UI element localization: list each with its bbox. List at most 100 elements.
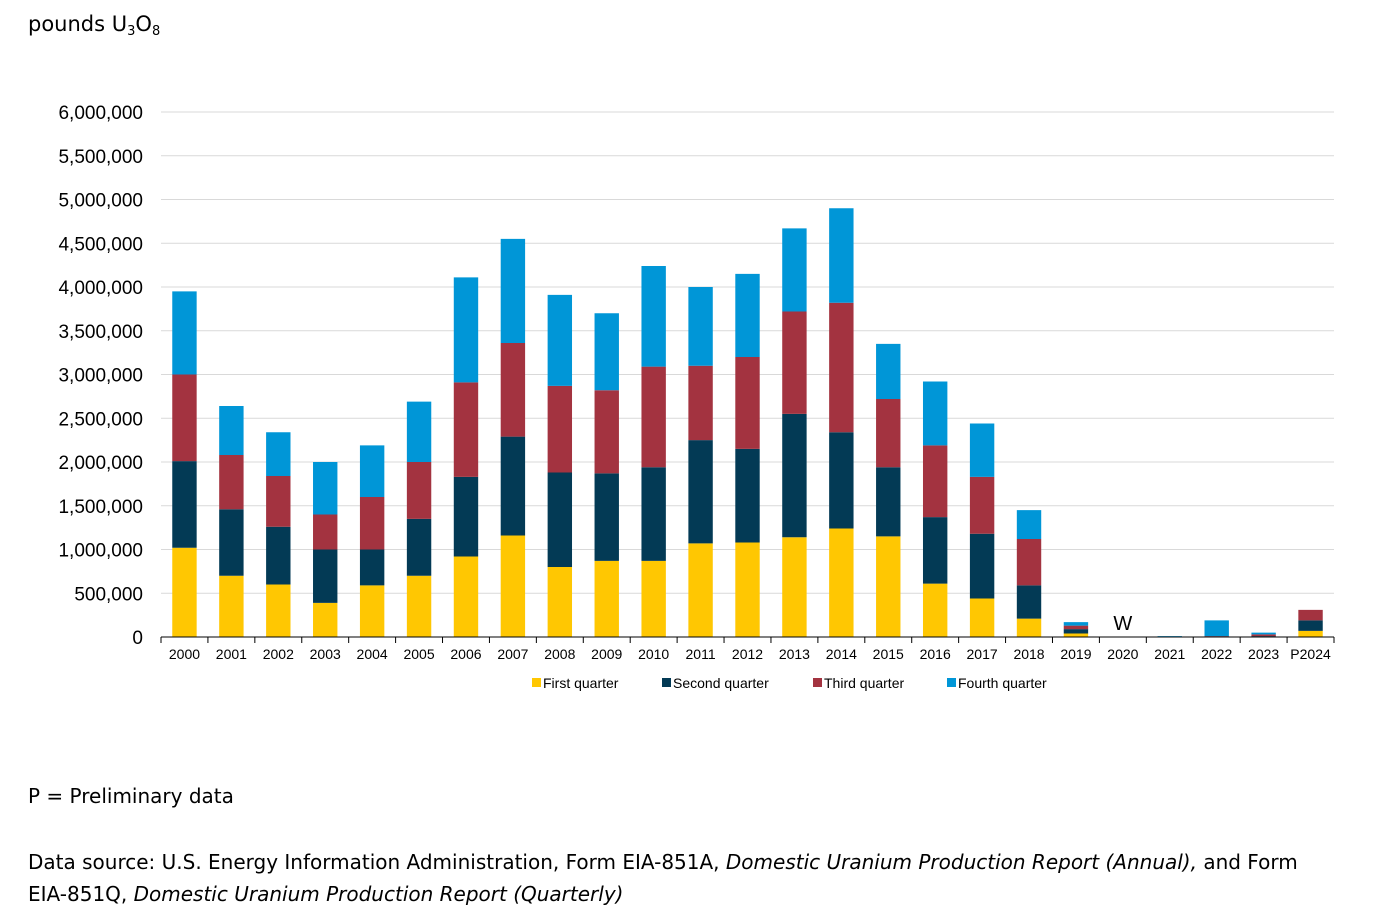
bar-segment (594, 390, 619, 474)
x-tick-label: 2010 (638, 646, 669, 662)
withheld-annotation: W (1113, 613, 1132, 635)
x-tick-label: 2014 (826, 646, 857, 662)
bar-segment (688, 543, 713, 637)
preliminary-note: P = Preliminary data (28, 784, 234, 808)
y-tick-label: 3,500,000 (58, 322, 143, 343)
bar-segment (500, 436, 526, 536)
x-tick-label: 2023 (1248, 646, 1279, 662)
bar-segment (876, 536, 901, 637)
bar-segment (266, 526, 291, 585)
bar-segment (594, 560, 619, 637)
x-tick-label: 2013 (779, 646, 810, 662)
bar-segment (313, 514, 338, 550)
bar-segment (1063, 622, 1089, 626)
legend-swatch (813, 678, 822, 687)
bar-segment (969, 423, 995, 477)
bar-segment (829, 528, 854, 637)
bar-segment (219, 509, 244, 576)
bar-segment (547, 567, 573, 637)
bar-segment (782, 537, 807, 637)
legend-swatch (662, 678, 671, 687)
bar-segment (641, 266, 666, 367)
y-tick-label: 6,000,000 (58, 103, 143, 124)
bar-segment (219, 406, 244, 455)
bar-segment (313, 549, 338, 603)
bar-segment (922, 583, 948, 637)
bar-segment (829, 302, 854, 433)
x-tick-label: 2017 (967, 646, 998, 662)
y-tick-label: 1,000,000 (58, 541, 143, 562)
bar-segment (1251, 634, 1276, 637)
y-tick-label: 5,000,000 (58, 191, 143, 212)
bar-segment (359, 585, 385, 637)
bar-segment (641, 560, 666, 637)
bar-segment (219, 575, 244, 637)
bar-segment (266, 432, 291, 476)
legend-label: Second quarter (673, 675, 769, 691)
bar-segment (500, 343, 526, 437)
bar-segment (735, 273, 760, 357)
bar-segment (876, 399, 901, 468)
y-tick-label: 500,000 (74, 584, 143, 605)
bar-segment (735, 448, 760, 543)
x-tick-label: 2003 (310, 646, 341, 662)
x-tick-label: 2007 (497, 646, 528, 662)
bar-segment (453, 277, 479, 383)
bar-segment (1016, 585, 1042, 619)
x-tick-label: 2020 (1107, 646, 1138, 662)
bar-segment (688, 365, 713, 441)
bar-segment (359, 445, 385, 497)
bar-segment (1298, 630, 1323, 637)
bar-segment (547, 294, 573, 386)
x-tick-label: 2001 (216, 646, 247, 662)
axes: 0 500,000 1,000,000 1,500,000 2,000,000 2,500… (58, 103, 1335, 662)
y-tick-label: 2,500,000 (58, 409, 143, 430)
x-tick-label: 2012 (732, 646, 763, 662)
bar-segment (735, 357, 760, 449)
bar-segment (1063, 625, 1089, 630)
bar-segment (406, 518, 432, 576)
x-tick-label: 2019 (1060, 646, 1091, 662)
x-tick-label: 2006 (450, 646, 481, 662)
bar-segment (547, 472, 573, 567)
x-tick-label: 2022 (1201, 646, 1232, 662)
bar-segment (735, 542, 760, 637)
bar-segment (641, 467, 666, 561)
x-tick-label: 2016 (920, 646, 951, 662)
bar-segment (359, 497, 385, 550)
y-tick-label: 1,500,000 (58, 497, 143, 518)
x-tick-label: 2002 (263, 646, 294, 662)
bar-segment (172, 461, 197, 548)
y-tick-label: 0 (132, 628, 143, 649)
x-tick-label: 2021 (1154, 646, 1185, 662)
bar-segment (1251, 632, 1276, 635)
bar-segment (406, 401, 432, 462)
bar-segment (922, 381, 948, 446)
bar-segment (406, 575, 432, 637)
bar-segment (547, 385, 573, 473)
bar-segment (829, 208, 854, 303)
bar-segment (782, 228, 807, 312)
bar-segment (500, 238, 526, 343)
bar-segment (688, 287, 713, 366)
stacked-bar-chart: 0 500,000 1,000,000 1,500,000 2,000,000 2,500… (58, 103, 1335, 691)
y-tick-label: 2,000,000 (58, 453, 143, 474)
legend-label: First quarter (543, 675, 619, 691)
bar-segment (1016, 618, 1042, 637)
legend-swatch (532, 678, 541, 687)
bar-segment (782, 413, 807, 538)
bar-segment (969, 533, 995, 599)
legend-label: Third quarter (824, 675, 904, 691)
bar-segment (829, 432, 854, 529)
bar-segment (1063, 629, 1089, 634)
x-tick-label: 2018 (1013, 646, 1044, 662)
bar-segment (641, 366, 666, 468)
y-tick-label: 4,500,000 (58, 234, 143, 255)
data-source-note: Data source: U.S. Energy Information Adm… (28, 850, 1298, 906)
bar-segment (500, 535, 526, 637)
bar-segment (969, 476, 995, 534)
bar-segment (453, 382, 479, 477)
bar-segment (594, 473, 619, 561)
legend: First quarter Second quarter Third quarter… (532, 675, 1047, 691)
y-tick-label: 5,500,000 (58, 147, 143, 168)
